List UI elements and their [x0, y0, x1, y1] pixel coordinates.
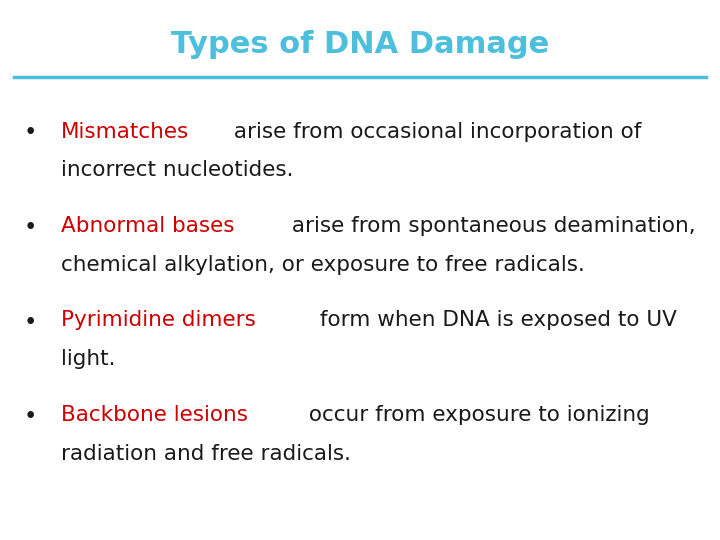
Text: Pyrimidine dimers: Pyrimidine dimers — [61, 310, 256, 330]
Text: incorrect nucleotides.: incorrect nucleotides. — [61, 160, 294, 180]
Text: Types of DNA Damage: Types of DNA Damage — [171, 30, 549, 59]
Text: •: • — [24, 122, 37, 145]
Text: form when DNA is exposed to UV: form when DNA is exposed to UV — [312, 310, 677, 330]
Text: Mismatches: Mismatches — [61, 122, 189, 141]
Text: occur from exposure to ionizing: occur from exposure to ionizing — [302, 405, 650, 425]
Text: radiation and free radicals.: radiation and free radicals. — [61, 444, 351, 464]
Text: light.: light. — [61, 349, 116, 369]
Text: •: • — [24, 310, 37, 334]
Text: chemical alkylation, or exposure to free radicals.: chemical alkylation, or exposure to free… — [61, 255, 585, 275]
Text: •: • — [24, 216, 37, 239]
Text: Abnormal bases: Abnormal bases — [61, 216, 235, 236]
Text: •: • — [24, 405, 37, 428]
Text: arise from spontaneous deamination,: arise from spontaneous deamination, — [285, 216, 696, 236]
Text: arise from occasional incorporation of: arise from occasional incorporation of — [227, 122, 641, 141]
Text: Backbone lesions: Backbone lesions — [61, 405, 248, 425]
